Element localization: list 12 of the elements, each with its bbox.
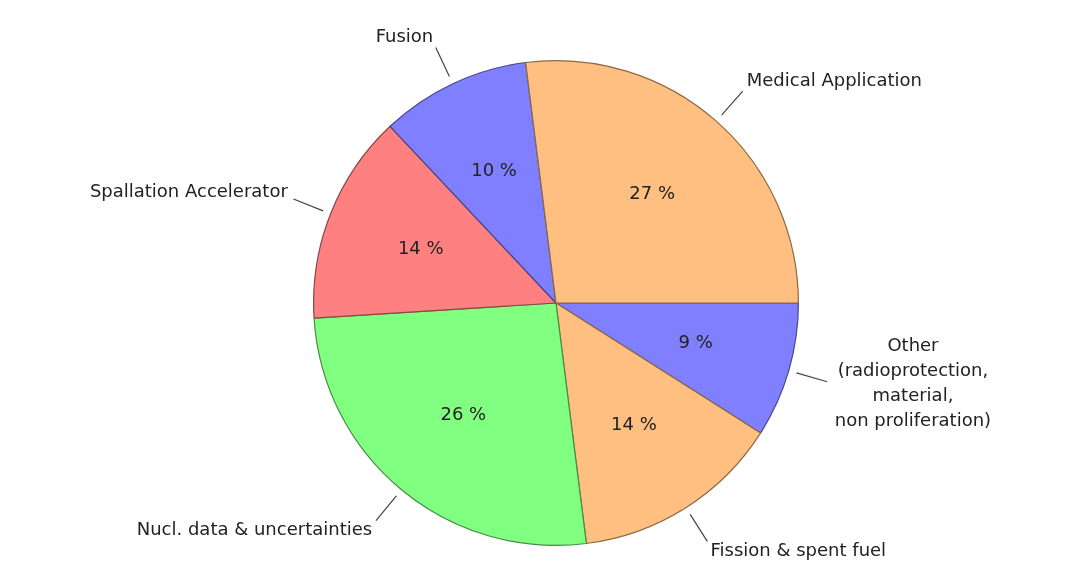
data-label: 9 % [678, 331, 713, 353]
data-label: 10 % [471, 159, 517, 181]
slice-label: Spallation Accelerator [89, 179, 289, 201]
slice-label: Fission & spent fuel [710, 539, 887, 561]
slice-label: Other (radioprotection, material, non proliferation) [834, 333, 992, 430]
data-label: 26 % [440, 402, 487, 424]
data-label: 14 % [397, 237, 444, 259]
data-label: 27 % [629, 181, 676, 203]
slice-label: Medical Application [746, 69, 922, 91]
slice-label: Fusion [375, 24, 434, 46]
slice-label: Nucl. data & uncertainties [136, 517, 373, 539]
data-label: 14 % [611, 413, 657, 435]
